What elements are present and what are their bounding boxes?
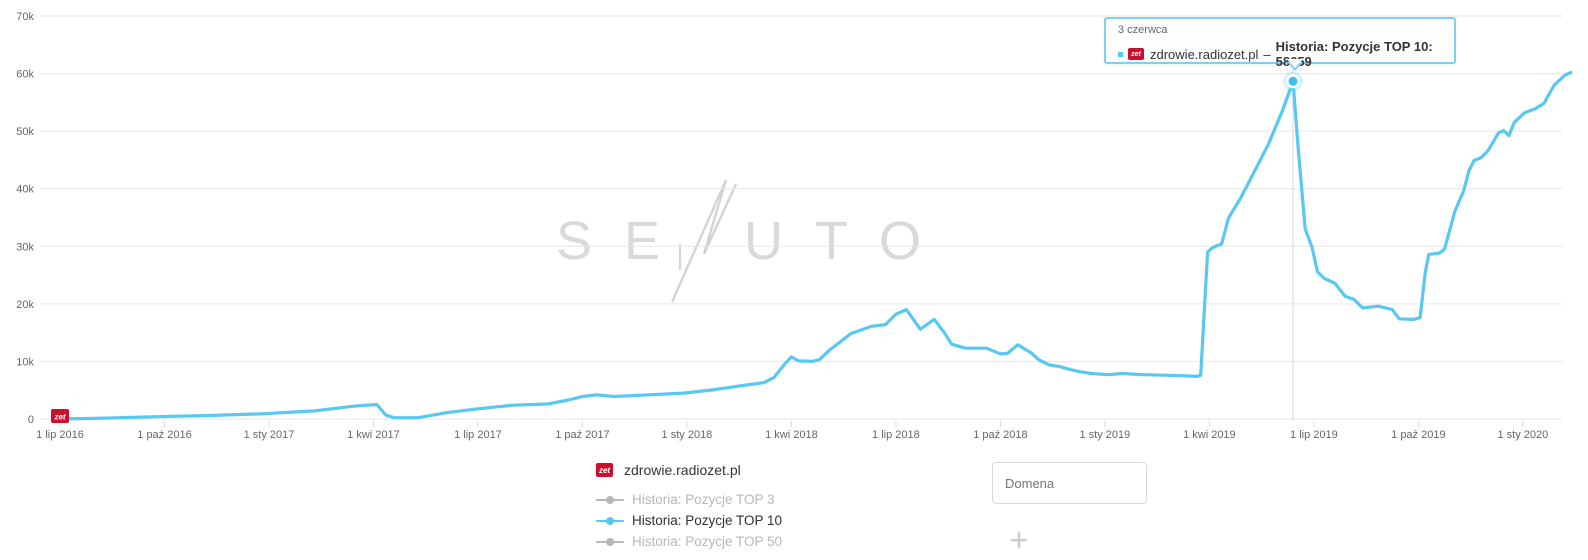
legend-domain-item[interactable]: zet zdrowie.radiozet.pl <box>596 457 782 483</box>
top10-series-line <box>58 70 1573 421</box>
senuto-watermark: SE UTO <box>556 179 954 303</box>
tooltip-separator: – <box>1263 46 1271 62</box>
tooltip-domain: zdrowie.radiozet.pl <box>1150 46 1259 62</box>
y-axis-label: 30k <box>16 241 34 253</box>
radiozet-favicon-label: zet <box>53 413 65 422</box>
series-marker-icon <box>1118 51 1123 57</box>
senuto-n-logo-icon <box>670 179 738 303</box>
x-axis-label: 1 lip 2017 <box>454 429 502 441</box>
series-top10-marker-icon <box>596 515 624 527</box>
x-axis-label: 1 paź 2016 <box>137 429 191 441</box>
series-top3-marker-icon <box>596 494 624 506</box>
legend-domain-label: zdrowie.radiozet.pl <box>624 462 741 478</box>
radiozet-favicon-icon: zet <box>1128 48 1144 60</box>
watermark-text-right: UTO <box>744 211 954 271</box>
chart-legend: zet zdrowie.radiozet.pl Historia: Pozycj… <box>596 457 782 552</box>
positions-history-chart[interactable]: 0 10k 20k 30k 40k 50k 60k 70k 1 lip 2016 1 paź 20… <box>0 0 1588 446</box>
x-axis-label: 1 kwi 2019 <box>1183 429 1236 441</box>
y-axis-label: 0 <box>28 414 34 426</box>
tooltip-series-value: Historia: Pozycje TOP 10: 58659 <box>1275 39 1433 69</box>
y-axis-label: 50k <box>16 126 34 138</box>
x-axis-label: 1 kwi 2018 <box>765 429 818 441</box>
chart-area: SE UTO 0 10k 20k 30k 40k 50k 60k 70k 1 lip 2016 1… <box>0 0 1588 446</box>
legend-item-top3[interactable]: Historia: Pozycje TOP 3 <box>596 489 782 510</box>
x-axis-label: 1 sty 2019 <box>1080 429 1131 441</box>
point-dot[interactable] <box>1288 76 1298 86</box>
x-axis-label: 1 paź 2017 <box>555 429 609 441</box>
tooltip-date: 3 czerwca <box>1118 24 1168 36</box>
radiozet-favicon-icon: zet <box>596 463 613 477</box>
radiozet-favicon-icon <box>51 409 69 423</box>
x-axis-label: 1 sty 2018 <box>662 429 713 441</box>
y-axis-label: 10k <box>16 356 34 368</box>
legend-item-label: Historia: Pozycje TOP 10 <box>632 513 783 528</box>
x-axis-label: 1 lip 2018 <box>872 429 920 441</box>
y-axis-label: 70k <box>16 11 34 23</box>
domain-input[interactable] <box>992 462 1147 504</box>
legend-item-label: Historia: Pozycje TOP 50 <box>632 534 783 549</box>
x-axis-label: 1 lip 2016 <box>36 429 84 441</box>
series-top50-marker-icon <box>596 536 624 548</box>
y-axis-label: 60k <box>16 69 34 81</box>
add-domain-button[interactable]: + <box>996 522 1042 558</box>
legend-item-label: Historia: Pozycje TOP 3 <box>632 492 775 507</box>
x-axis-label: 1 paź 2019 <box>1391 429 1445 441</box>
x-axis-label: 1 sty 2020 <box>1497 429 1548 441</box>
legend-item-top50[interactable]: Historia: Pozycje TOP 50 <box>596 531 782 552</box>
x-axis-label: 1 kwi 2017 <box>347 429 400 441</box>
x-axis-label: 1 paź 2018 <box>973 429 1027 441</box>
y-axis-label: 20k <box>16 299 34 311</box>
legend-item-top10[interactable]: Historia: Pozycje TOP 10 <box>596 510 782 531</box>
x-axis-label: 1 lip 2019 <box>1290 429 1338 441</box>
chart-tooltip: 3 czerwca zet zdrowie.radiozet.pl – Hist… <box>1104 17 1456 71</box>
x-axis-label: 1 sty 2017 <box>244 429 295 441</box>
watermark-text-left: SE <box>556 211 693 271</box>
y-axis-label: 40k <box>16 184 34 196</box>
